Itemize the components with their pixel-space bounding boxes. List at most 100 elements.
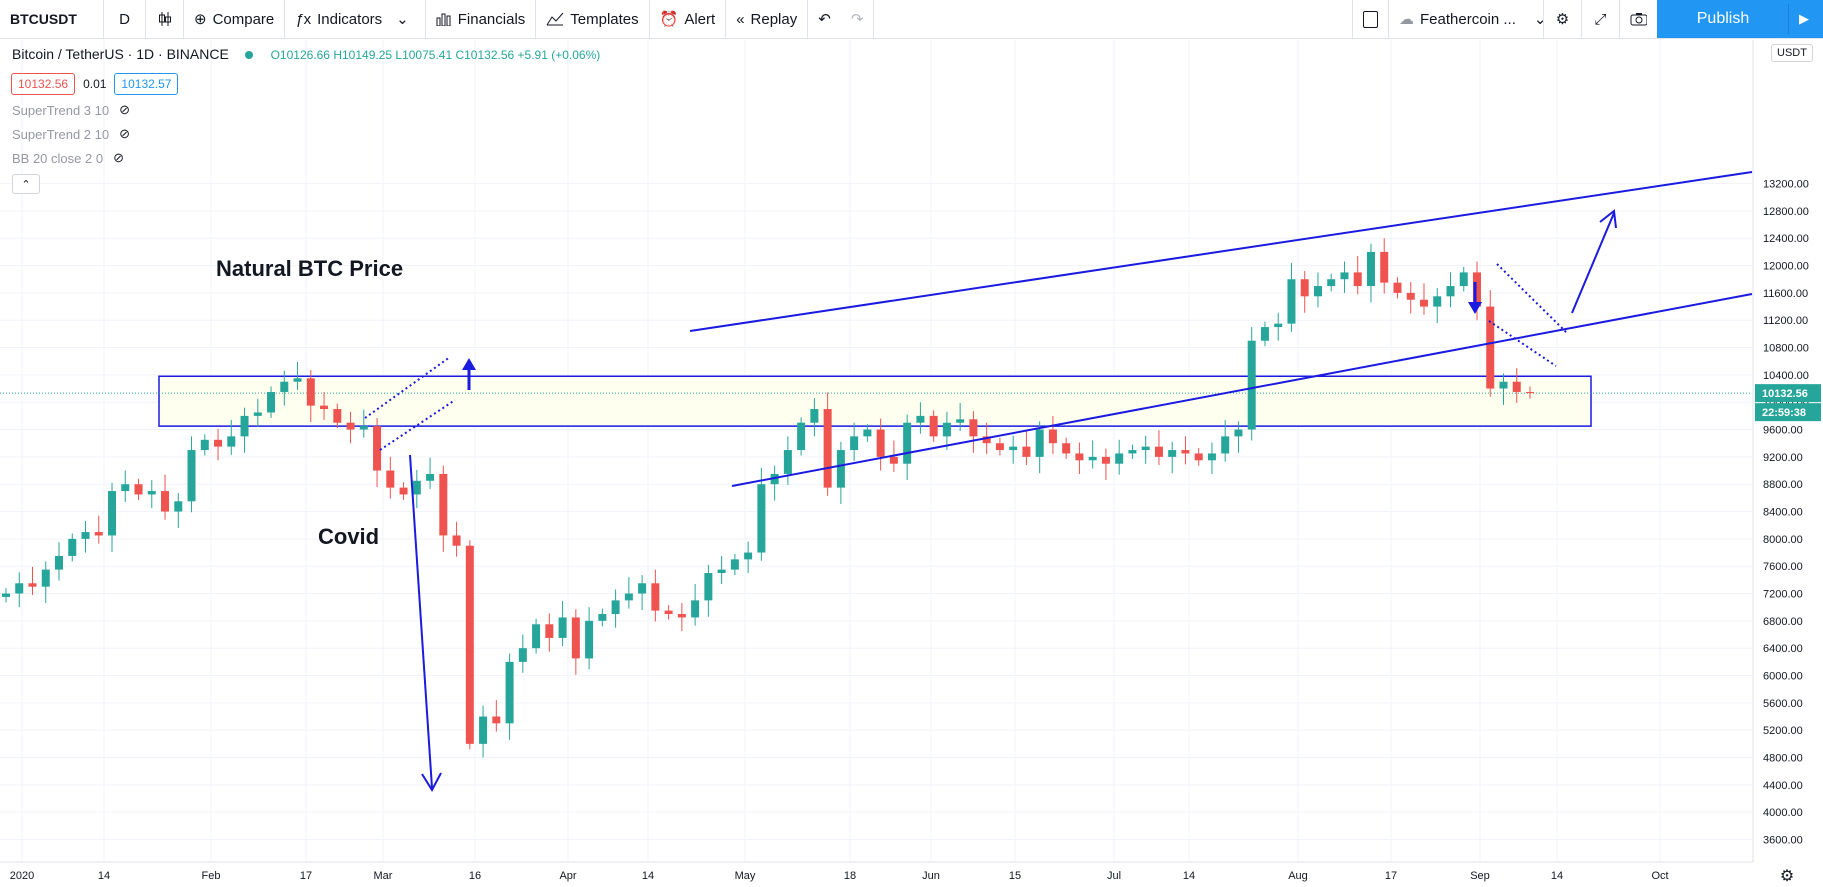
indicators-label: Indicators [317, 10, 383, 28]
candle-body [691, 600, 700, 618]
time-tick-label: Sep [1470, 870, 1490, 882]
sell-price-button[interactable]: 10132.56 [11, 73, 76, 95]
symbol-title[interactable]: Bitcoin / TetherUS · 1D · BINANCE [12, 46, 229, 62]
candle-body [505, 661, 514, 724]
candle-body [823, 409, 832, 488]
candle-body [1300, 279, 1309, 297]
fullscreen-button[interactable]: ⤢ [1581, 0, 1619, 38]
time-axis-background [0, 862, 1823, 887]
cloud-icon: ☁ [1399, 11, 1414, 28]
candle-body [1526, 391, 1534, 394]
chart-legend: Bitcoin / TetherUS · 1D · BINANCE O10126… [12, 46, 600, 62]
candle-body [1486, 306, 1495, 389]
indicator-supertrend-3[interactable]: SuperTrend 3 10 ⊘ [12, 102, 130, 118]
candle-body [1154, 446, 1163, 457]
price-tick-label: 11200.00 [1763, 315, 1808, 327]
price-tick-label: 8800.00 [1763, 479, 1803, 491]
last-price-label: 10132.56 [1762, 388, 1808, 400]
candle-body [836, 450, 845, 488]
candle-body [465, 545, 474, 744]
axis-settings-gear-icon[interactable]: ⚙ [1780, 868, 1794, 885]
eye-hidden-icon[interactable]: ⊘ [119, 102, 130, 117]
collapse-indicators-button[interactable]: ⌃ [12, 174, 40, 194]
price-tick-label: 5600.00 [1763, 698, 1803, 710]
time-tick-label: 14 [1183, 870, 1195, 882]
compare-label: Compare [212, 10, 275, 28]
price-tick-label: 6400.00 [1763, 643, 1803, 655]
candle-body [558, 617, 567, 638]
time-axis: 2020 14 Feb 17 Mar 16 Apr 14 May 18 Jun 15 Jul 14 Aug 1… [0, 861, 1823, 887]
settings-button[interactable]: ⚙ [1543, 0, 1581, 38]
candle-body [876, 429, 885, 457]
candle-body [1088, 456, 1097, 461]
currency-label[interactable]: USDT [1771, 44, 1813, 62]
indicators-button[interactable]: ƒx Indicators ⌄ [285, 0, 426, 38]
candle-body [1327, 279, 1336, 287]
interval-button[interactable]: D [104, 0, 146, 38]
alert-label: Alert [684, 10, 716, 28]
snapshot-button[interactable] [1619, 0, 1657, 38]
buy-price-button[interactable]: 10132.57 [114, 73, 179, 95]
candle-body [1101, 456, 1110, 464]
candle-body [1194, 453, 1203, 461]
bar-chart-icon [436, 13, 451, 26]
candle-body [386, 470, 395, 488]
price-tick-label: 11600.00 [1763, 288, 1808, 300]
indicator-bollinger[interactable]: BB 20 close 2 0 ⊘ [12, 150, 124, 166]
open-value: O10126.66 [270, 48, 330, 62]
time-tick-label: Feb [202, 870, 221, 882]
candle-body [399, 487, 408, 495]
low-value: L10075.41 [395, 48, 453, 62]
time-tick-label: 2020 [10, 870, 34, 882]
publish-button[interactable]: Publish ▶ [1657, 0, 1823, 38]
candle-body [757, 484, 766, 553]
candle-body [810, 409, 819, 423]
candle-body [320, 405, 329, 410]
undo-button[interactable]: ↶ [808, 0, 841, 38]
candle-body [1472, 272, 1481, 307]
chart-type-button[interactable] [146, 0, 184, 38]
candle-body [81, 532, 90, 539]
templates-button[interactable]: Templates [536, 0, 650, 38]
symbol-search-button[interactable]: BTCUSDT [0, 0, 104, 38]
candle-body [532, 624, 541, 649]
redo-button[interactable]: ↷ [841, 0, 875, 38]
candle-body [227, 436, 236, 447]
candle-body [797, 422, 806, 451]
dotted-wedge-upper [1496, 263, 1569, 335]
price-tick-label: 4000.00 [1763, 807, 1803, 819]
candle-body [1062, 443, 1071, 454]
countdown-label: 22:59:38 [1762, 407, 1806, 419]
candle-body [598, 614, 607, 621]
candle-body [161, 491, 170, 512]
candle-body [1380, 251, 1389, 283]
price-tick-label: 7600.00 [1763, 561, 1803, 573]
fullscreen-toggle-button[interactable] [1352, 0, 1388, 38]
add-circle-icon: ⊕ [194, 11, 207, 28]
candle-body [1419, 299, 1428, 307]
candle-body [2, 593, 10, 597]
price-tick-label: 13200.00 [1763, 179, 1809, 191]
eye-hidden-icon[interactable]: ⊘ [113, 150, 124, 165]
arrow-head [421, 772, 442, 793]
price-tick-label: 12000.00 [1763, 261, 1809, 273]
candle-body [200, 439, 209, 451]
compare-button[interactable]: ⊕ Compare [184, 0, 286, 38]
alert-button[interactable]: ⏰ Alert [650, 0, 727, 38]
indicator-supertrend-2[interactable]: SuperTrend 2 10 ⊘ [12, 126, 130, 142]
candle-body [783, 450, 792, 474]
candle-body [55, 555, 64, 570]
candle-body [1313, 286, 1322, 297]
candle-body [1459, 272, 1468, 287]
eye-hidden-icon[interactable]: ⊘ [119, 126, 130, 141]
price-axis: 3600.00 4000.00 4400.00 4800.00 5200.00 5600.… [1752, 40, 1823, 887]
play-icon[interactable]: ▶ [1788, 4, 1819, 34]
candle-body [1221, 436, 1230, 454]
candle-body [1366, 251, 1375, 287]
replay-button[interactable]: « Replay [726, 0, 809, 38]
upper-channel-trendline [689, 171, 1753, 332]
financials-button[interactable]: Financials [426, 0, 537, 38]
candle-body [518, 648, 527, 662]
candle-body [439, 473, 448, 536]
